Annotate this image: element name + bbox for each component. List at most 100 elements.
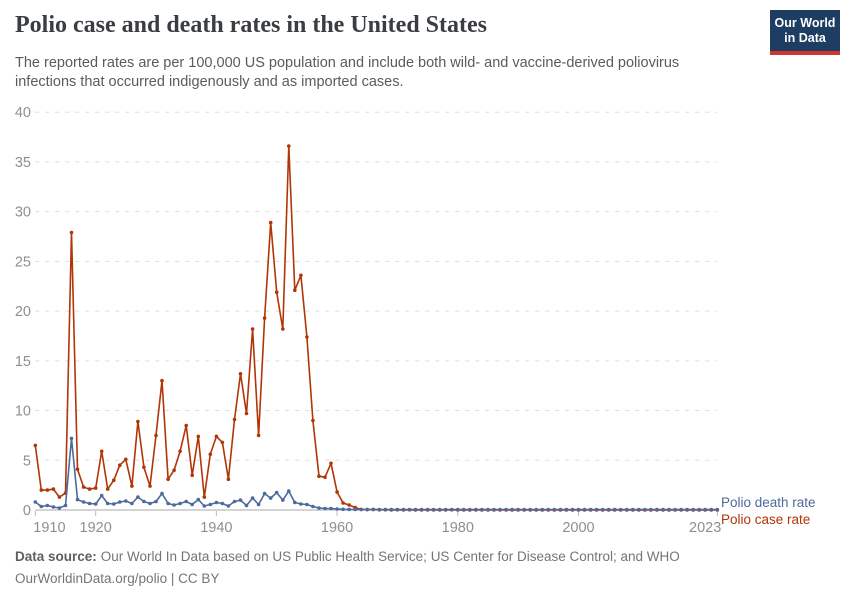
data-point-polio-death-rate (274, 490, 279, 495)
x-axis-tick-label: 2023 (689, 520, 721, 536)
data-point-polio-death-rate (443, 507, 448, 512)
data-point-polio-death-rate (172, 503, 176, 507)
data-point-polio-case-rate (136, 419, 140, 424)
data-point-polio-case-rate (196, 434, 201, 439)
data-point-polio-death-rate (697, 507, 701, 512)
data-point-polio-death-rate (256, 502, 261, 507)
owid-logo[interactable]: Our World in Data (770, 10, 840, 55)
data-point-polio-death-rate (105, 501, 110, 506)
data-point-polio-death-rate (395, 507, 400, 512)
y-axis-tick-label: 5 (23, 453, 31, 469)
data-point-polio-case-rate (232, 417, 237, 422)
data-point-polio-death-rate (606, 507, 611, 512)
data-point-polio-death-rate (715, 507, 720, 512)
data-point-polio-death-rate (570, 507, 575, 512)
data-point-polio-death-rate (474, 507, 478, 512)
data-point-polio-death-rate (262, 491, 267, 496)
data-point-polio-death-rate (238, 498, 243, 502)
data-point-polio-death-rate (75, 497, 80, 502)
y-axis-tick-label: 15 (15, 354, 31, 370)
data-point-polio-death-rate (709, 507, 714, 512)
data-point-polio-case-rate (148, 484, 152, 488)
data-point-polio-death-rate (45, 503, 50, 508)
data-point-polio-death-rate (202, 504, 207, 508)
data-point-polio-death-rate (311, 504, 315, 509)
data-point-polio-death-rate (226, 504, 231, 508)
data-point-polio-death-rate (449, 507, 454, 512)
data-point-polio-death-rate (631, 507, 635, 512)
data-point-polio-case-rate (154, 433, 158, 438)
data-point-polio-case-rate (335, 490, 339, 494)
data-point-polio-death-rate (522, 507, 526, 512)
data-point-polio-death-rate (305, 502, 309, 507)
data-point-polio-death-rate (564, 507, 569, 512)
data-point-polio-death-rate (359, 507, 364, 512)
data-point-polio-death-rate (437, 507, 442, 512)
data-point-polio-death-rate (425, 507, 430, 512)
data-point-polio-death-rate (33, 500, 38, 504)
data-point-polio-case-rate (166, 477, 170, 482)
data-point-polio-death-rate (679, 507, 683, 512)
legend-label-case-rate: Polio case rate (721, 512, 811, 527)
data-point-polio-case-rate (341, 501, 345, 505)
data-point-polio-death-rate (637, 507, 641, 512)
data-point-polio-case-rate (51, 487, 56, 491)
y-axis-tick-label: 30 (15, 205, 31, 221)
data-point-polio-case-rate (105, 487, 110, 491)
data-point-polio-death-rate (347, 507, 351, 512)
data-point-polio-death-rate (214, 500, 219, 505)
footer-link[interactable]: OurWorldinData.org/polio | CC BY (15, 571, 220, 586)
data-point-polio-death-rate (124, 499, 128, 503)
data-point-polio-death-rate (323, 506, 327, 511)
data-point-polio-death-rate (401, 507, 406, 512)
data-point-polio-death-rate (456, 507, 460, 512)
data-point-polio-death-rate (377, 507, 382, 512)
data-point-polio-death-rate (287, 489, 291, 493)
data-point-polio-death-rate (419, 507, 424, 512)
data-point-polio-death-rate (190, 502, 194, 507)
data-point-polio-death-rate (39, 504, 44, 509)
data-point-polio-death-rate (353, 507, 358, 512)
data-point-polio-death-rate (329, 506, 333, 511)
data-point-polio-death-rate (504, 507, 508, 512)
series-line-polio-case-rate (34, 145, 718, 511)
data-point-polio-death-rate (661, 507, 665, 512)
data-point-polio-death-rate (178, 501, 182, 506)
data-point-polio-death-rate (600, 507, 605, 512)
y-axis-tick-label: 40 (15, 105, 31, 121)
data-point-polio-case-rate (112, 478, 116, 483)
data-point-polio-death-rate (588, 507, 593, 512)
data-point-polio-case-rate (329, 461, 333, 466)
data-point-polio-case-rate (208, 452, 213, 457)
data-point-polio-case-rate (75, 467, 80, 472)
data-source-text: Our World In Data based on US Public Hea… (100, 549, 680, 564)
data-point-polio-case-rate (214, 434, 219, 439)
data-source-line: Data source: Our World In Data based on U… (15, 549, 680, 564)
data-point-polio-death-rate (57, 506, 62, 510)
data-point-polio-death-rate (625, 507, 629, 512)
data-point-polio-death-rate (462, 507, 466, 512)
data-point-polio-case-rate (130, 484, 134, 488)
data-point-polio-case-rate (262, 316, 267, 320)
data-point-polio-death-rate (552, 507, 557, 512)
data-point-polio-case-rate (305, 335, 309, 339)
data-point-polio-case-rate (172, 468, 176, 473)
data-point-polio-death-rate (341, 507, 345, 512)
data-point-polio-death-rate (558, 507, 563, 512)
data-point-polio-death-rate (281, 498, 285, 502)
legend-label-death-rate: Polio death rate (721, 495, 816, 510)
data-point-polio-death-rate (407, 507, 412, 512)
data-point-polio-death-rate (413, 507, 418, 512)
data-point-polio-death-rate (63, 503, 68, 508)
data-point-polio-case-rate (299, 273, 303, 278)
data-point-polio-death-rate (166, 501, 170, 506)
data-point-polio-death-rate (184, 499, 188, 504)
data-point-polio-death-rate (51, 505, 56, 509)
data-point-polio-death-rate (685, 507, 689, 512)
data-point-polio-death-rate (136, 495, 140, 499)
data-point-polio-death-rate (540, 507, 545, 512)
chart-subtitle: The reported rates are per 100,000 US po… (15, 55, 680, 90)
data-point-polio-death-rate (492, 507, 496, 512)
data-point-polio-death-rate (534, 507, 538, 512)
y-axis-tick-label: 35 (15, 155, 31, 171)
